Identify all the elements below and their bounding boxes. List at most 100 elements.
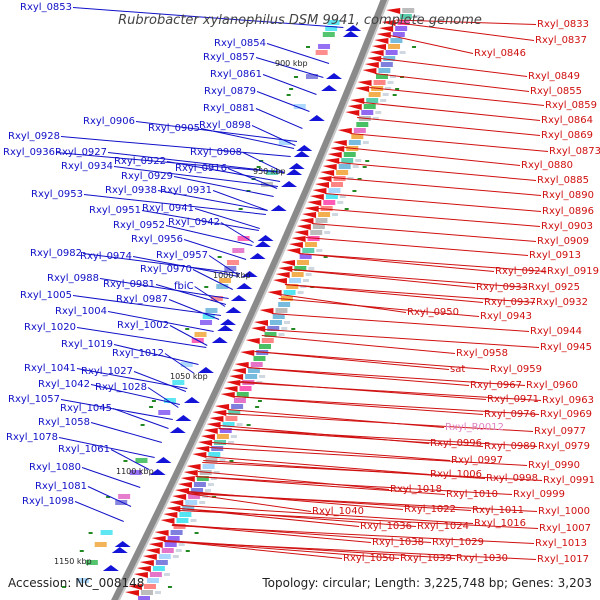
gene-label[interactable]: Rxyl_0969 bbox=[540, 409, 592, 420]
gene-label[interactable]: Rxyl_0861 bbox=[210, 69, 262, 80]
gene-label[interactable]: Rxyl_1098 bbox=[22, 496, 74, 507]
gene-label[interactable]: Rxyl_1027 bbox=[81, 366, 133, 377]
gene-label[interactable]: Rxyl_0998 bbox=[486, 473, 538, 484]
gene-label[interactable]: Rxyl_0873 bbox=[549, 146, 600, 157]
gene-label[interactable]: Rxyl_0960 bbox=[526, 380, 578, 391]
gene-label[interactable]: Rxyl_0943 bbox=[480, 311, 532, 322]
rna-gene-label[interactable]: Rxyl_R0012 bbox=[445, 422, 504, 433]
gene-label[interactable]: sat bbox=[450, 364, 465, 375]
gene-label[interactable]: Rxyl_1012 bbox=[112, 348, 164, 359]
gene-label[interactable]: Rxyl_0981 bbox=[103, 279, 155, 290]
gene-label[interactable]: Rxyl_0890 bbox=[542, 190, 594, 201]
gene-label[interactable]: Rxyl_1020 bbox=[24, 322, 76, 333]
gene-label[interactable]: Rxyl_0988 bbox=[47, 273, 99, 284]
gene-label[interactable]: Rxyl_0919 bbox=[547, 266, 599, 277]
gene-label[interactable]: Rxyl_1011 bbox=[472, 505, 524, 516]
gene-label[interactable]: Rxyl_0976 bbox=[484, 409, 536, 420]
gene-label[interactable]: Rxyl_0942 bbox=[168, 217, 220, 228]
gene-label[interactable]: Rxyl_0936 bbox=[3, 147, 55, 158]
gene-label[interactable]: Rxyl_1006 bbox=[430, 469, 482, 480]
gene-label[interactable]: Rxyl_1018 bbox=[390, 484, 442, 495]
gene-label[interactable]: Rxyl_1030 bbox=[456, 553, 508, 564]
gene-label[interactable]: Rxyl_1000 bbox=[538, 506, 590, 517]
gene-label[interactable]: Rxyl_0956 bbox=[131, 234, 183, 245]
gene-label[interactable]: Rxyl_0857 bbox=[203, 52, 255, 63]
gene-label[interactable]: Rxyl_0938 bbox=[105, 185, 157, 196]
gene-label[interactable]: Rxyl_0905 bbox=[148, 123, 200, 134]
gene-label[interactable]: Rxyl_0929 bbox=[121, 171, 173, 182]
gene-label[interactable]: Rxyl_0906 bbox=[83, 116, 135, 127]
gene-label[interactable]: Rxyl_1057 bbox=[8, 394, 60, 405]
gene-label[interactable]: Rxyl_0859 bbox=[545, 100, 597, 111]
gene-label[interactable]: Rxyl_1002 bbox=[117, 320, 169, 331]
gene-label[interactable]: Rxyl_0970 bbox=[140, 264, 192, 275]
gene-label[interactable]: Rxyl_1038 bbox=[372, 537, 424, 548]
gene-label[interactable]: Rxyl_0881 bbox=[203, 103, 255, 114]
gene-label[interactable]: Rxyl_0996 bbox=[430, 438, 482, 449]
gene-label[interactable]: Rxyl_0953 bbox=[31, 189, 83, 200]
gene-label[interactable]: Rxyl_1041 bbox=[24, 363, 76, 374]
gene-label[interactable]: Rxyl_1010 bbox=[446, 489, 498, 500]
gene-label[interactable]: Rxyl_1081 bbox=[35, 481, 87, 492]
gene-label[interactable]: Rxyl_1078 bbox=[6, 432, 58, 443]
gene-label[interactable]: Rxyl_0952 bbox=[113, 220, 165, 231]
gene-label[interactable]: Rxyl_0885 bbox=[537, 175, 589, 186]
gene-label[interactable]: Rxyl_1061 bbox=[58, 444, 110, 455]
gene-label[interactable]: fbiC bbox=[174, 281, 194, 292]
gene-label[interactable]: Rxyl_0950 bbox=[407, 307, 459, 318]
gene-label[interactable]: Rxyl_0849 bbox=[528, 71, 580, 82]
gene-label[interactable]: Rxyl_1042 bbox=[38, 379, 90, 390]
gene-label[interactable]: Rxyl_1022 bbox=[404, 504, 456, 515]
gene-label[interactable]: Rxyl_0933 bbox=[476, 282, 528, 293]
gene-label[interactable]: Rxyl_0979 bbox=[538, 441, 590, 452]
gene-label[interactable]: Rxyl_0934 bbox=[61, 161, 113, 172]
gene-label[interactable]: Rxyl_1013 bbox=[535, 538, 587, 549]
gene-label[interactable]: Rxyl_1017 bbox=[537, 554, 589, 565]
gene-label[interactable]: Rxyl_0909 bbox=[537, 236, 589, 247]
gene-label[interactable]: Rxyl_0951 bbox=[89, 205, 141, 216]
gene-label[interactable]: Rxyl_1004 bbox=[55, 306, 107, 317]
gene-label[interactable]: Rxyl_0958 bbox=[456, 348, 508, 359]
gene-label[interactable]: Rxyl_0941 bbox=[142, 203, 194, 214]
gene-label[interactable]: Rxyl_0997 bbox=[451, 455, 503, 466]
gene-label[interactable]: Rxyl_1028 bbox=[95, 382, 147, 393]
gene-label[interactable]: Rxyl_0853 bbox=[20, 2, 72, 13]
gene-label[interactable]: Rxyl_0982 bbox=[30, 248, 82, 259]
gene-label[interactable]: Rxyl_0974 bbox=[80, 251, 132, 262]
gene-label[interactable]: Rxyl_0908 bbox=[190, 147, 242, 158]
gene-label[interactable]: Rxyl_1019 bbox=[61, 339, 113, 350]
gene-label[interactable]: Rxyl_0927 bbox=[55, 147, 107, 158]
gene-label[interactable]: Rxyl_1040 bbox=[312, 506, 364, 517]
gene-label[interactable]: Rxyl_1016 bbox=[474, 518, 526, 529]
gene-label[interactable]: Rxyl_0913 bbox=[529, 250, 581, 261]
gene-label[interactable]: Rxyl_1050 bbox=[343, 553, 395, 564]
gene-label[interactable]: Rxyl_0837 bbox=[535, 35, 587, 46]
gene-label[interactable]: Rxyl_0932 bbox=[536, 297, 588, 308]
gene-label[interactable]: Rxyl_1007 bbox=[539, 523, 591, 534]
gene-label[interactable]: Rxyl_0869 bbox=[541, 130, 593, 141]
gene-label[interactable]: Rxyl_1029 bbox=[432, 537, 484, 548]
gene-label[interactable]: Rxyl_0957 bbox=[156, 250, 208, 261]
gene-label[interactable]: Rxyl_0977 bbox=[534, 426, 586, 437]
gene-label[interactable]: Rxyl_0999 bbox=[513, 489, 565, 500]
gene-label[interactable]: Rxyl_0922 bbox=[114, 156, 166, 167]
gene-label[interactable]: Rxyl_0925 bbox=[528, 282, 580, 293]
gene-label[interactable]: Rxyl_0944 bbox=[530, 326, 582, 337]
gene-label[interactable]: Rxyl_0931 bbox=[160, 185, 212, 196]
gene-label[interactable]: Rxyl_1080 bbox=[29, 462, 81, 473]
gene-label[interactable]: Rxyl_0991 bbox=[543, 475, 595, 486]
gene-label[interactable]: Rxyl_0833 bbox=[537, 19, 589, 30]
gene-label[interactable]: Rxyl_0903 bbox=[541, 221, 593, 232]
gene-label[interactable]: Rxyl_1058 bbox=[38, 417, 90, 428]
gene-label[interactable]: Rxyl_1024 bbox=[417, 521, 469, 532]
gene-label[interactable]: Rxyl_0854 bbox=[214, 38, 266, 49]
gene-label[interactable]: Rxyl_1039 bbox=[400, 553, 452, 564]
gene-label[interactable]: Rxyl_0846 bbox=[474, 48, 526, 59]
gene-label[interactable]: Rxyl_0967 bbox=[470, 380, 522, 391]
gene-label[interactable]: Rxyl_0937 bbox=[484, 297, 536, 308]
gene-label[interactable]: Rxyl_0959 bbox=[490, 364, 542, 375]
gene-label[interactable]: Rxyl_1036 bbox=[360, 521, 412, 532]
gene-label[interactable]: Rxyl_0896 bbox=[542, 206, 594, 217]
gene-label[interactable]: Rxyl_0987 bbox=[116, 294, 168, 305]
gene-label[interactable]: Rxyl_0880 bbox=[521, 160, 573, 171]
